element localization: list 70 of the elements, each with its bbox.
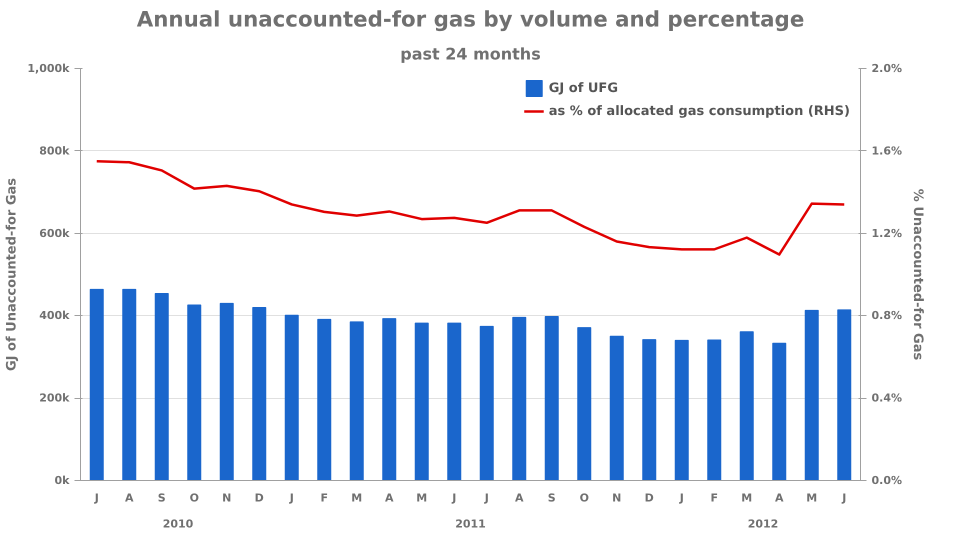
x-tick-label: J (94, 492, 99, 504)
x-tick-label: J (288, 492, 294, 504)
x-tick-label: D (254, 492, 264, 504)
bar (610, 336, 624, 480)
x-tick-label: N (612, 492, 622, 504)
bar (317, 318, 332, 480)
x-tick-label: J (451, 492, 456, 504)
x-tick-label: A (384, 492, 394, 504)
bar (772, 342, 786, 480)
bar (252, 306, 266, 480)
x-tick-label: A (514, 492, 524, 504)
text: 2012 (748, 518, 778, 530)
chart-subtitle: past 24 months (400, 44, 541, 64)
x-tick-label: D (644, 492, 654, 504)
bar (220, 302, 234, 480)
x-tick-label: M (806, 492, 818, 504)
y-tick-label: 0k (54, 474, 70, 487)
bar (707, 340, 722, 480)
chart-title: Annual unaccounted-for gas by volume and percentage (136, 8, 804, 32)
x-tick-label: J (841, 492, 846, 504)
x-tick-label: J (678, 492, 684, 504)
y2-tick-label: 0.8% (872, 309, 902, 322)
y2-tick-label: 2.0% (872, 62, 902, 75)
y-tick-label: 200k (39, 392, 70, 405)
y2-axis-title: % Unaccounted-for Gas (910, 188, 926, 360)
bar (544, 316, 559, 480)
bar (187, 304, 202, 480)
x-tick-label: O (580, 492, 589, 504)
y2-tick-label: 1.2% (872, 226, 902, 240)
bar (674, 340, 689, 480)
x-tick-label: F (710, 492, 718, 504)
bar (480, 326, 494, 480)
y2-tick-label: 0.0% (872, 474, 902, 487)
y-tick-label: 600k (39, 226, 70, 240)
x-tick-label: F (320, 492, 328, 504)
x-tick-label: M (741, 492, 752, 504)
x-tick-label: M (351, 492, 362, 504)
y-tick-label: 800k (39, 144, 70, 158)
y2-tick-label: 0.4% (872, 392, 902, 405)
y-tick-label: 1,000k (27, 62, 70, 75)
bar (837, 309, 852, 480)
text: 2011 (455, 518, 486, 530)
line-series (96, 160, 846, 256)
bar (284, 314, 299, 480)
bar (512, 316, 526, 480)
x-tick-label: N (222, 492, 232, 504)
text: 2010 (162, 518, 194, 530)
bar (804, 310, 819, 480)
bar (350, 321, 364, 480)
bar (577, 327, 592, 480)
y2-tick-label: 1.6% (872, 144, 902, 158)
y-axis-title: GJ of Unaccounted-for Gas (4, 178, 20, 372)
legend-label: as % of allocated gas consumption (RHS) (548, 104, 850, 118)
x-tick-label: S (158, 492, 166, 504)
x-tick-label: S (548, 492, 556, 504)
x-tick-label: J (484, 492, 489, 504)
x-tick-label: A (774, 492, 784, 504)
bar (642, 339, 656, 480)
bar (414, 322, 429, 480)
bar (154, 292, 169, 480)
bar (90, 288, 104, 480)
bar (382, 318, 396, 480)
x-tick-label: O (190, 492, 199, 504)
y-tick-label: 400k (39, 309, 70, 322)
legend-label: GJ of UFG (548, 80, 618, 96)
bar (447, 322, 462, 480)
bar (740, 331, 754, 480)
x-tick-label: A (124, 492, 134, 504)
bar (122, 288, 136, 480)
x-tick-label: M (416, 492, 428, 504)
